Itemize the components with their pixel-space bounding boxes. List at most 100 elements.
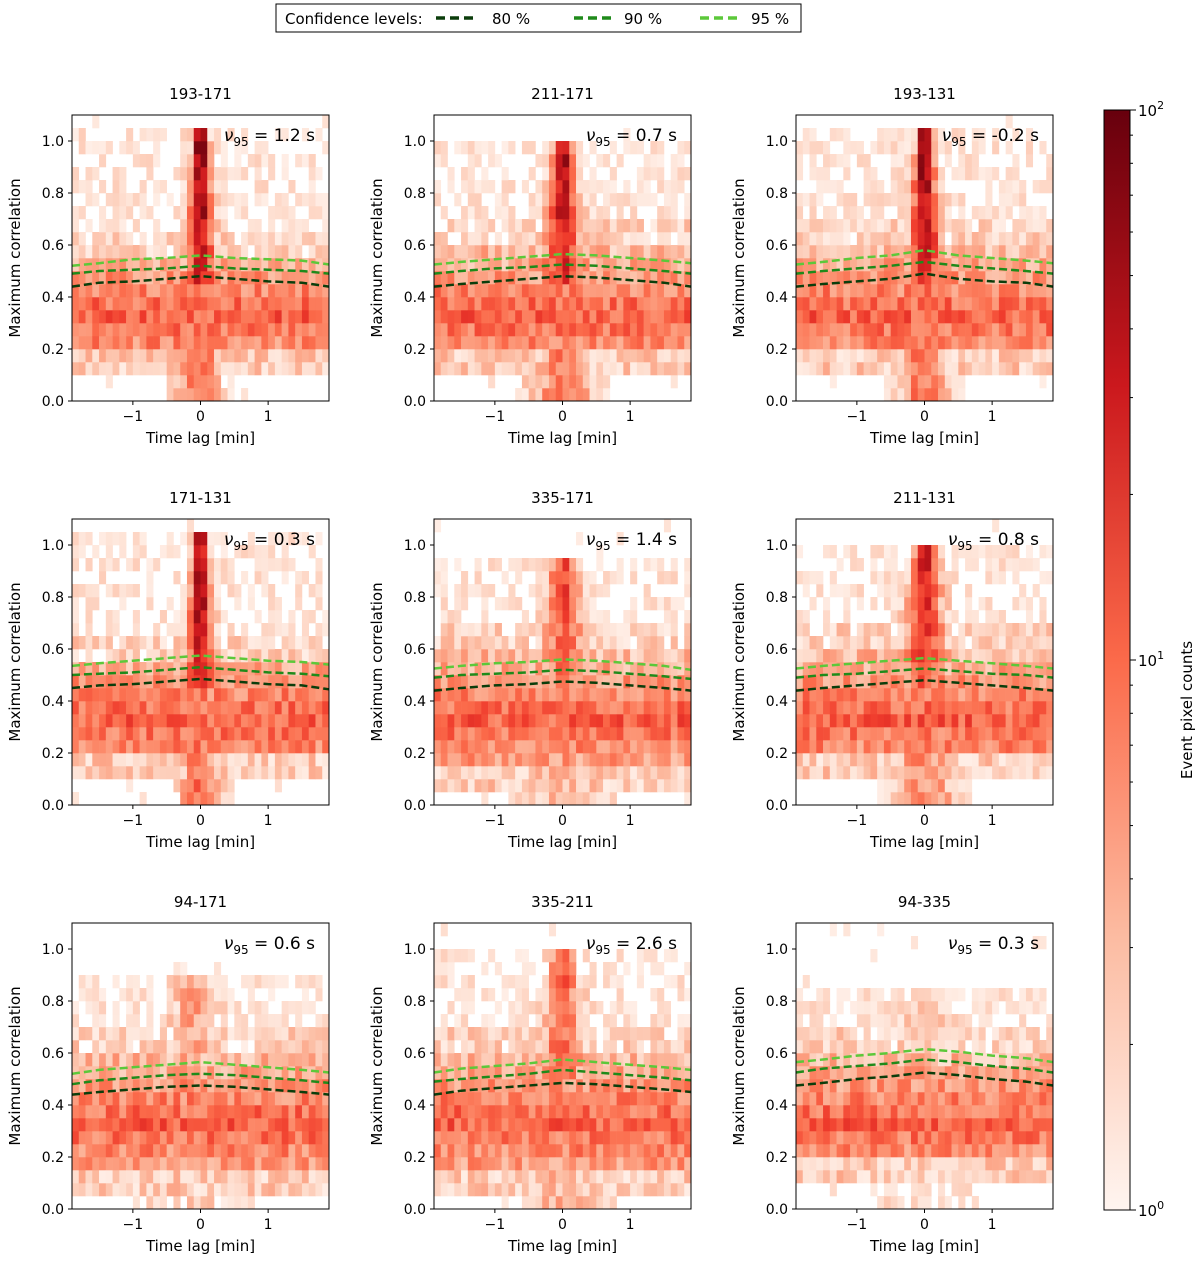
- heatmap-cell: [910, 388, 919, 402]
- heatmap-cell: [193, 753, 201, 767]
- heatmap-cell: [200, 284, 208, 298]
- heatmap-cell: [467, 1027, 475, 1041]
- heatmap-cell: [501, 740, 509, 754]
- heatmap-cell: [295, 245, 303, 259]
- heatmap-cell: [555, 727, 563, 741]
- heatmap-cell: [501, 310, 509, 324]
- heatmap-cell: [829, 245, 837, 259]
- heatmap-cell: [139, 297, 147, 311]
- heatmap-cell: [146, 154, 154, 168]
- heatmap-cell: [917, 219, 925, 233]
- heatmap-cell: [72, 1079, 80, 1093]
- heatmap-cell: [254, 649, 262, 663]
- heatmap-cell: [863, 753, 871, 767]
- heatmap-cell: [897, 232, 905, 246]
- heatmap-cell: [474, 571, 482, 585]
- heatmap-cell: [126, 1144, 134, 1158]
- heatmap-cell: [200, 1001, 208, 1015]
- heatmap-cell: [227, 1066, 235, 1080]
- heatmap-cell: [241, 258, 249, 272]
- heatmap-cell: [180, 1105, 188, 1119]
- heatmap-cell: [159, 1183, 167, 1197]
- heatmap-cell: [616, 662, 624, 676]
- heatmap-cell: [917, 623, 925, 637]
- heatmap-cell: [481, 636, 489, 650]
- heatmap-cell: [315, 766, 323, 780]
- heatmap-cell: [220, 675, 228, 689]
- heatmap-cell: [281, 623, 289, 637]
- heatmap-cell: [308, 1053, 316, 1067]
- heatmap-cell: [220, 1196, 228, 1210]
- heatmap-cell: [856, 362, 864, 376]
- heatmap-cell: [917, 323, 925, 337]
- heatmap-cell: [440, 610, 448, 624]
- heatmap-cell: [288, 219, 296, 233]
- heatmap-cell: [1046, 336, 1054, 350]
- heatmap-cell: [186, 610, 195, 624]
- heatmap-cell: [535, 636, 543, 650]
- heatmap-cell: [636, 219, 644, 233]
- heatmap-cell: [85, 1157, 93, 1171]
- heatmap-cell: [917, 297, 925, 311]
- heatmap-cell: [173, 1079, 181, 1093]
- heatmap-cell: [582, 636, 590, 650]
- heatmap-cell: [978, 362, 986, 376]
- heatmap-cell: [467, 975, 475, 989]
- heatmap-cell: [823, 271, 831, 285]
- heatmap-cell: [132, 649, 140, 663]
- heatmap-cell: [910, 675, 919, 689]
- heatmap-cell: [308, 336, 316, 350]
- heatmap-cell: [220, 284, 228, 298]
- heatmap-cell: [623, 675, 631, 689]
- heatmap-cell: [227, 258, 235, 272]
- heatmap-cell: [924, 753, 932, 767]
- heatmap-cell: [207, 310, 215, 324]
- heatmap-cell: [78, 1027, 86, 1041]
- heatmap-cell: [603, 571, 611, 585]
- heatmap-cell: [944, 792, 952, 806]
- heatmap-cell: [870, 336, 878, 350]
- heatmap-cell: [596, 284, 604, 298]
- heatmap-cell: [809, 206, 817, 220]
- heatmap-cell: [220, 154, 228, 168]
- heatmap-cell: [180, 245, 188, 259]
- heatmap-cell: [684, 649, 692, 663]
- heatmap-cell: [461, 232, 469, 246]
- heatmap-cell: [112, 649, 120, 663]
- heatmap-cell: [467, 154, 475, 168]
- heatmap-cell: [132, 753, 140, 767]
- heatmap-cell: [883, 258, 891, 272]
- heatmap-cell: [180, 1157, 188, 1171]
- heatmap-cell: [562, 714, 570, 728]
- heatmap-cell: [589, 349, 597, 363]
- heatmap-cell: [440, 349, 448, 363]
- heatmap-cell: [180, 1131, 188, 1145]
- heatmap-cell: [582, 975, 590, 989]
- heatmap-cell: [494, 636, 502, 650]
- heatmap-cell: [474, 1170, 482, 1184]
- heatmap-cell: [139, 1183, 147, 1197]
- heatmap-cell: [603, 1183, 611, 1197]
- heatmap-cell: [153, 1196, 161, 1210]
- x-tick-label: 0: [920, 409, 929, 425]
- heatmap-cell: [78, 362, 86, 376]
- heatmap-cell: [173, 766, 181, 780]
- heatmap-cell: [596, 688, 604, 702]
- heatmap-cell: [958, 323, 966, 337]
- heatmap-cell: [562, 636, 570, 650]
- heatmap-cell: [481, 1170, 489, 1184]
- heatmap-cell: [938, 571, 946, 585]
- heatmap-cell: [92, 193, 100, 207]
- y-tick-label: 0.8: [766, 186, 788, 202]
- heatmap-cell: [119, 1157, 127, 1171]
- heatmap-cell: [823, 336, 831, 350]
- heatmap-cell: [562, 610, 570, 624]
- heatmap-cell: [663, 623, 672, 637]
- heatmap-cell: [1025, 219, 1034, 233]
- heatmap-cell: [890, 128, 898, 142]
- heatmap-cell: [200, 688, 208, 702]
- heatmap-cell: [802, 271, 810, 285]
- heatmap-cell: [447, 1118, 455, 1132]
- heatmap-cell: [576, 388, 584, 402]
- heatmap-cell: [119, 141, 127, 155]
